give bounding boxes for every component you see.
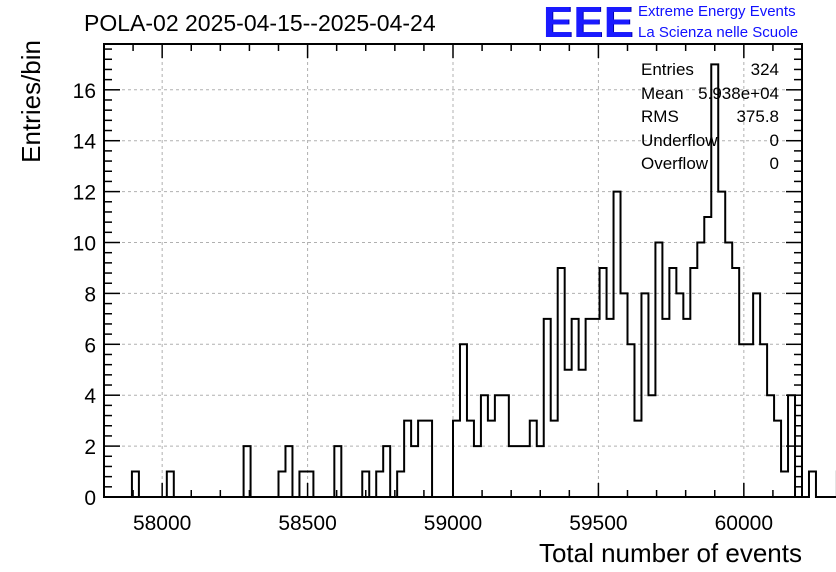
histogram-bin: [690, 268, 697, 497]
x-axis-label: Total number of events: [539, 538, 802, 568]
x-tick-label: 58000: [133, 512, 191, 535]
x-tick-label: 59500: [569, 512, 627, 535]
histogram-bin: [418, 421, 425, 497]
stat-row-overflow: Overflow 0: [641, 154, 779, 178]
y-tick-label: 6: [84, 334, 96, 357]
histogram-bin: [781, 472, 788, 497]
histogram-bin: [732, 268, 739, 497]
histogram-bin: [509, 446, 516, 497]
histogram-bin: [655, 243, 662, 497]
x-tick-label: 58500: [278, 512, 336, 535]
stat-row-entries: Entries 324: [641, 60, 779, 84]
histogram-bin: [376, 472, 383, 497]
histogram-bin: [285, 446, 292, 497]
y-tick-label: 8: [84, 283, 96, 306]
histogram-bin: [425, 421, 432, 497]
histogram-bin: [279, 472, 286, 497]
histogram-bin: [383, 446, 390, 497]
histogram-bin: [600, 268, 607, 497]
histogram-bin: [607, 319, 614, 497]
histogram-bin: [453, 421, 460, 497]
histogram-bin: [558, 268, 565, 497]
x-tick-label: 60000: [715, 512, 773, 535]
y-tick-label: 0: [84, 487, 96, 510]
histogram-bin: [634, 421, 641, 497]
stat-value: 0: [769, 154, 779, 173]
histogram-bin: [746, 344, 753, 497]
stat-row-mean: Mean 5.938e+04: [641, 84, 779, 108]
histogram-bin: [809, 472, 816, 497]
histogram-bin: [404, 421, 411, 497]
histogram-bin: [516, 446, 523, 497]
histogram-bin: [523, 446, 530, 497]
x-tick-label: 59000: [424, 512, 482, 535]
histogram-bin: [167, 472, 174, 497]
stat-label: Entries: [641, 60, 694, 79]
histogram-bin: [628, 344, 635, 497]
stat-label: RMS: [641, 107, 679, 126]
histogram-bin: [760, 344, 767, 497]
stat-value: 375.8: [736, 107, 779, 126]
histogram-bin: [586, 319, 593, 497]
stat-value: 5.938e+04: [698, 83, 779, 103]
histogram-bin: [572, 319, 579, 497]
chart-title: POLA-02 2025-04-15--2025-04-24: [84, 10, 436, 36]
histogram-bin: [697, 243, 704, 497]
stat-value: 324: [750, 60, 779, 79]
histogram-bin: [334, 446, 341, 497]
histogram-bin: [683, 319, 690, 497]
stat-row-underflow: Underflow 0: [641, 131, 779, 155]
y-axis-label: Entries/bin: [16, 40, 46, 163]
histogram-bin: [474, 446, 481, 497]
histogram-bin: [565, 370, 572, 497]
histogram-bin: [488, 421, 495, 497]
eee-logo: EEE: [543, 0, 635, 47]
y-tick-label: 2: [84, 436, 96, 459]
histogram-bin: [725, 243, 732, 497]
y-tick-label: 4: [84, 385, 96, 408]
eee-logo-line2: La Scienza nelle Scuole: [638, 24, 799, 41]
y-tick-label: 12: [73, 182, 96, 205]
histogram-bin: [530, 421, 537, 497]
stat-label: Underflow: [641, 130, 718, 150]
y-tick-label: 16: [73, 80, 96, 103]
stat-label: Mean: [641, 83, 684, 103]
histogram-bin: [669, 268, 676, 497]
y-tick-label: 14: [73, 131, 97, 154]
histogram-bin: [537, 446, 544, 497]
stat-value: 0: [769, 130, 779, 150]
statistics-box: Entries 324 Mean 5.938e+04 RMS 375.8 Und…: [641, 60, 779, 178]
histogram-bin: [662, 319, 669, 497]
histogram-bin: [579, 370, 586, 497]
histogram-bin: [544, 319, 551, 497]
eee-logo-line1: Extreme Energy Events: [638, 3, 796, 20]
histogram-bin: [460, 344, 467, 497]
stat-row-rms: RMS 375.8: [641, 107, 779, 131]
histogram-bin: [467, 421, 474, 497]
histogram-bin: [299, 472, 306, 497]
histogram-bin: [244, 446, 251, 497]
y-tick-label: 10: [73, 233, 96, 256]
histogram-bin: [739, 344, 746, 497]
histogram-bin: [704, 217, 711, 497]
histogram-bin: [411, 446, 418, 497]
stat-label: Overflow: [641, 154, 709, 173]
histogram-bin: [397, 472, 404, 497]
histogram-bin: [774, 421, 781, 497]
histogram-bin: [551, 421, 558, 497]
